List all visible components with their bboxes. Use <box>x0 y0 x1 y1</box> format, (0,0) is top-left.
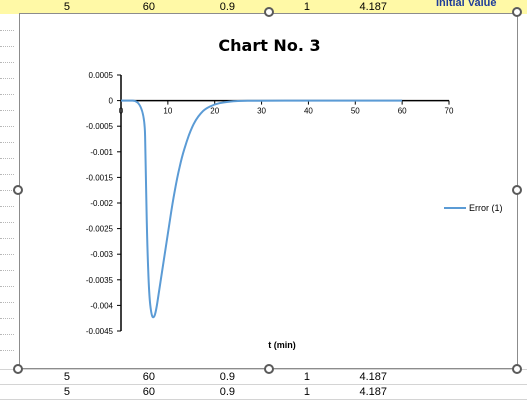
y-tick-label: -0.0035 <box>86 276 114 285</box>
resize-handle-bottom-right[interactable] <box>512 364 522 374</box>
cell[interactable]: 60 <box>142 386 155 398</box>
cell[interactable]: 4.187 <box>359 371 387 383</box>
resize-handle-top-right[interactable] <box>512 7 522 17</box>
y-tick-label: -0.0005 <box>86 122 114 131</box>
legend-swatch <box>444 207 466 209</box>
y-tick-label: 0.0005 <box>89 71 114 80</box>
resize-handle-left[interactable] <box>13 185 23 195</box>
series-group <box>121 99 403 319</box>
y-tick-label: -0.003 <box>90 250 113 259</box>
cell[interactable]: 5 <box>63 1 70 13</box>
chart-plot[interactable]: 0.0005 0 -0.0005 -0.001 -0.0015 -0.002 -0.0025… <box>20 14 517 368</box>
cell[interactable]: 4.187 <box>359 1 387 13</box>
x-axis: 0 10 20 30 40 50 60 70 <box>119 99 454 116</box>
legend-entry: Error (1) <box>469 203 503 213</box>
chart-legend[interactable]: Error (1) <box>444 203 503 213</box>
resize-handle-bottom-left[interactable] <box>13 364 23 374</box>
cell[interactable]: 5 <box>63 371 70 383</box>
y-tick-label: -0.002 <box>90 199 113 208</box>
y-tick-label: -0.001 <box>90 148 113 157</box>
spreadsheet-row: 5 60 0.9 1 4.187 <box>0 385 527 399</box>
x-tick-label: 50 <box>351 107 360 116</box>
cell[interactable]: 60 <box>142 371 155 383</box>
x-tick-label: 70 <box>445 107 454 116</box>
cell[interactable]: 4.187 <box>359 386 387 398</box>
initial-value-header[interactable]: Initial Value <box>436 0 497 9</box>
resize-handle-bottom[interactable] <box>264 364 274 374</box>
cell[interactable]: 0.9 <box>219 371 235 383</box>
y-tick-label: -0.0025 <box>86 225 114 234</box>
x-tick-label: 20 <box>210 107 219 116</box>
y-tick-label: -0.0045 <box>86 327 114 336</box>
cell[interactable]: 5 <box>63 386 70 398</box>
resize-handle-right[interactable] <box>512 185 522 195</box>
cell[interactable]: 0.9 <box>219 386 235 398</box>
cell[interactable]: 60 <box>142 1 155 13</box>
left-column-gridlines <box>0 14 14 370</box>
cell[interactable]: 1 <box>303 1 310 13</box>
y-tick-label: -0.004 <box>90 301 113 310</box>
spreadsheet-row: 5 60 0.9 1 4.187 <box>0 370 527 384</box>
x-tick-label: 0 <box>119 107 124 116</box>
row-gridline <box>0 369 527 370</box>
x-tick-label: 40 <box>304 107 313 116</box>
x-tick-label: 30 <box>257 107 266 116</box>
resize-handle-top[interactable] <box>264 7 274 17</box>
spreadsheet-row-top: 5 60 0.9 1 4.187 <box>0 0 527 14</box>
cell[interactable]: 0.9 <box>219 1 235 13</box>
x-tick-label: 60 <box>398 107 407 116</box>
row-gridline <box>0 399 527 400</box>
x-tick-label: 10 <box>163 107 172 116</box>
series-line[interactable] <box>121 99 403 319</box>
chart-title[interactable]: Chart No. 3 <box>218 36 321 55</box>
chart-object[interactable]: Chart No. 3 0.0005 0 -0.0005 -0.001 -0.0015 -… <box>19 13 518 369</box>
y-tick-label: -0.0015 <box>86 173 114 182</box>
row-gridline <box>0 384 527 385</box>
y-axis: 0.0005 0 -0.0005 -0.001 -0.0015 -0.002 -0.0025… <box>86 71 122 336</box>
x-axis-label: t (min) <box>268 340 296 350</box>
cell[interactable]: 1 <box>303 386 310 398</box>
cell[interactable]: 1 <box>303 371 310 383</box>
y-tick-label: 0 <box>109 97 114 106</box>
